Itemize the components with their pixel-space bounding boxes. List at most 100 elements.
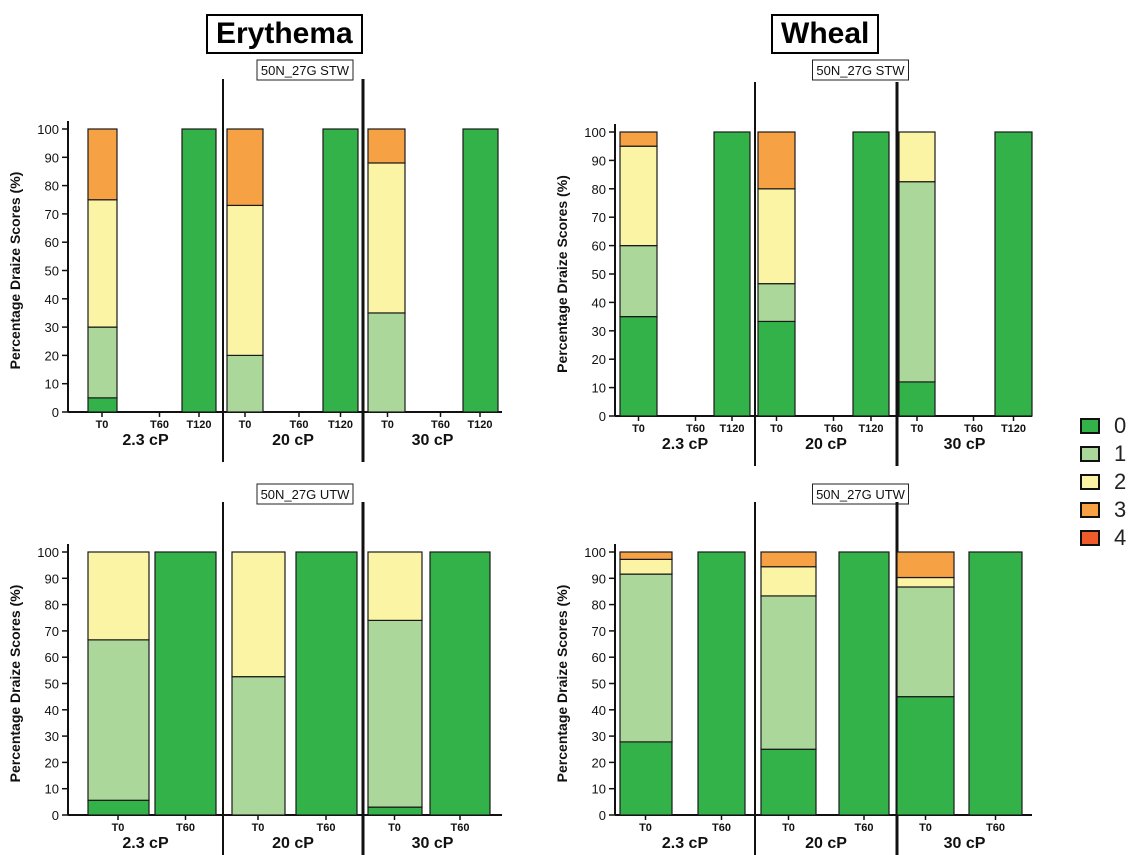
bar-segment-score-1 [898,181,936,383]
bar-segment-score-2 [619,558,673,575]
legend-swatch-2 [1080,474,1100,490]
legend-swatch-0 [1080,418,1100,434]
erythema-stw-chart: 50N_27G STW Percentage Draize Scores (%) 0… [7,59,502,462]
y-tick-label: 50 [592,267,606,282]
bar-segment-score-0 [619,316,658,417]
bar-segment-score-2 [619,145,658,247]
y-tick-label: 10 [592,381,606,396]
bar-segment-score-1 [619,573,673,743]
bar-segment-score-0 [994,131,1033,417]
group-label: 2.3 cP [662,436,709,453]
y-tick-label: 30 [45,320,59,335]
bar-segment-score-1 [367,619,423,808]
y-tick-label: 20 [45,755,59,770]
wheal-utw-chart: 50N_27G UTW Percentage Draize Scores (%) 0… [554,483,1032,855]
x-tick-label: T60 [150,419,169,431]
legend-item-0: 0 [1080,412,1126,440]
bar-segment-score-0 [898,381,936,417]
legend-swatch-3 [1080,502,1100,518]
x-tick-label: T60 [964,423,983,435]
y-tick-label: 60 [592,650,606,665]
bar-segment-score-0 [852,131,890,417]
y-tick-label: 90 [592,571,606,586]
y-tick-label: 10 [45,377,59,392]
bar-segment-score-0 [87,799,150,816]
x-tick-label: T120 [186,419,211,431]
y-axis-label: Percentage Draize Scores (%) [7,585,23,783]
bar-segment-score-0 [713,131,751,417]
x-tick-label: T0 [782,822,795,834]
y-tick-label: 70 [592,210,606,225]
x-tick-label: T0 [919,822,932,834]
legend-label-4: 4 [1114,525,1127,550]
bar-segment-score-1 [760,595,817,750]
bar-segment-score-0 [697,551,746,816]
bar-segment-score-1 [87,639,150,801]
group-label: 20 cP [272,835,314,852]
bar-segment-score-2 [231,551,286,678]
bar-segment-score-0 [619,741,673,816]
group-label: 30 cP [944,436,986,453]
x-tick-label: T0 [381,419,394,431]
bar-segment-score-0 [181,128,217,413]
x-tick-label: T60 [317,822,336,834]
group-label: 20 cP [805,436,847,453]
y-tick-label: 50 [592,677,606,692]
x-tick-label: T60 [855,822,874,834]
x-tick-label: T60 [986,822,1005,834]
x-tick-label: T0 [252,822,265,834]
y-tick-label: 0 [599,808,606,823]
x-tick-label: T0 [239,419,252,431]
x-tick-label: T60 [712,822,731,834]
x-tick-label: T0 [112,822,125,834]
panel-title-box [256,483,354,505]
x-tick-label: T120 [328,419,353,431]
bar-segment-score-3 [226,128,264,207]
y-tick-label: 80 [592,598,606,613]
group-label: 30 cP [412,835,454,852]
bar-segment-score-2 [226,204,264,357]
bar-segment-score-3 [619,131,658,147]
wheal-heading: Wheal [771,14,880,54]
y-tick-label: 30 [592,729,606,744]
y-tick-label: 0 [599,409,606,424]
bar-segment-score-3 [619,551,673,560]
bar-segment-score-2 [898,131,936,183]
bar-segment-score-2 [87,199,118,328]
bar-segment-score-2 [367,162,406,314]
bar-segment-score-0 [838,551,890,816]
group-label: 20 cP [272,432,314,449]
y-tick-label: 90 [592,153,606,168]
x-tick-label: T60 [824,423,843,435]
y-tick-label: 60 [592,239,606,254]
x-tick-label: T120 [467,419,492,431]
legend-swatch-4 [1080,530,1100,546]
y-tick-label: 100 [37,122,59,137]
panel-title: 50N_27G UTW [816,487,906,502]
bar-segment-score-1 [226,354,264,413]
bar-segment-score-2 [896,576,955,588]
panel-title: 50N_27G STW [261,63,350,78]
legend-item-1: 1 [1080,440,1126,468]
y-tick-label: 100 [37,545,59,560]
x-tick-label: T60 [431,419,450,431]
group-label: 30 cP [412,432,454,449]
y-tick-label: 40 [592,703,606,718]
y-tick-label: 50 [45,264,59,279]
bar-segment-score-0 [87,397,118,413]
group-label: 2.3 cP [122,432,169,449]
x-tick-label: T60 [451,822,470,834]
legend-label-1: 1 [1114,441,1127,466]
panel-title: 50N_27G STW [816,63,905,78]
bar-segment-score-0 [429,551,491,816]
y-axis-label: Percentage Draize Scores (%) [7,172,23,370]
y-tick-label: 80 [45,598,59,613]
y-tick-label: 100 [584,125,606,140]
group-label: 2.3 cP [122,835,169,852]
y-tick-label: 20 [592,352,606,367]
legend-label-3: 3 [1114,497,1127,522]
y-tick-label: 40 [45,703,59,718]
y-tick-label: 40 [592,295,606,310]
legend-item-3: 3 [1080,496,1126,524]
bar-segment-score-0 [154,551,217,816]
